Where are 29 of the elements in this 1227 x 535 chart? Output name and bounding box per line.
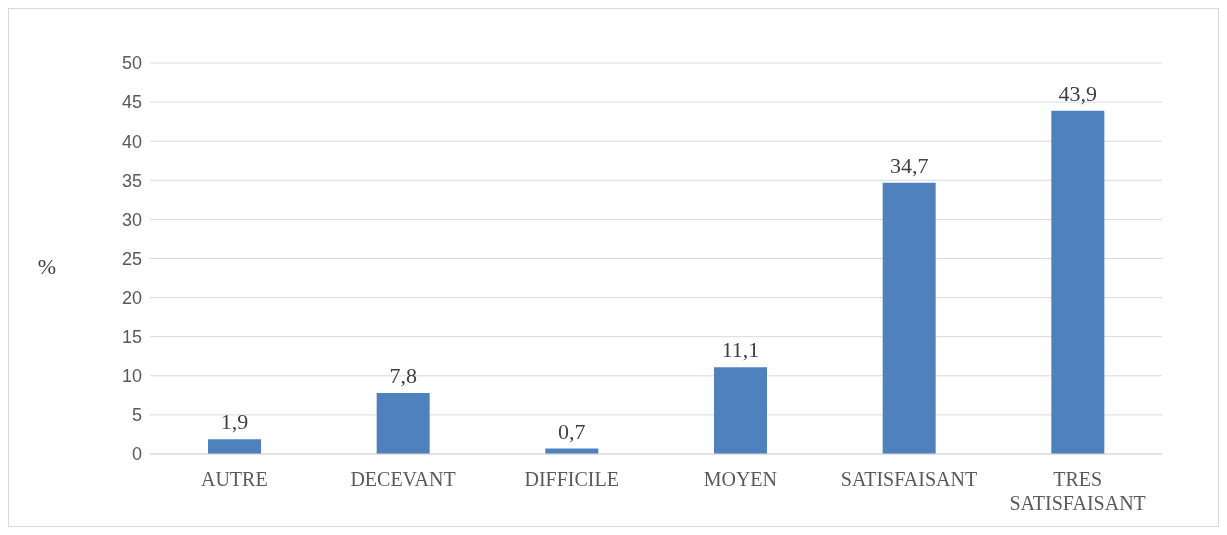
data-label: 1,9 bbox=[220, 409, 249, 435]
x-tick-label: SATISFAISANT bbox=[840, 468, 978, 490]
y-tick-label: 5 bbox=[131, 405, 142, 426]
y-axis-title: % bbox=[37, 254, 57, 279]
y-tick-label: 20 bbox=[121, 287, 142, 308]
y-tick-label: 25 bbox=[121, 248, 142, 269]
data-label: 0,7 bbox=[558, 418, 586, 444]
y-tick-label: 0 bbox=[131, 444, 142, 465]
x-tick-label: DECEVANT bbox=[350, 468, 456, 490]
data-label: 43,9 bbox=[1058, 80, 1098, 106]
y-tick-label: 15 bbox=[121, 327, 142, 348]
x-tick-label: DIFFICILE bbox=[524, 468, 619, 490]
bar bbox=[882, 182, 936, 454]
bar bbox=[376, 393, 430, 454]
y-tick-label: 35 bbox=[121, 170, 142, 191]
data-label: 34,7 bbox=[889, 152, 929, 178]
x-tick-label: MOYEN bbox=[703, 468, 778, 490]
y-tick-label: 45 bbox=[121, 92, 142, 113]
x-tick-label: AUTRE bbox=[201, 468, 268, 490]
bar bbox=[1051, 110, 1105, 454]
x-tick-label: TRES SATISFAISANT bbox=[1009, 468, 1146, 514]
bar bbox=[208, 439, 261, 454]
y-tick-label: 40 bbox=[121, 131, 142, 152]
y-tick-label: 30 bbox=[121, 209, 142, 230]
bar bbox=[714, 367, 767, 454]
y-tick-label: 10 bbox=[121, 366, 142, 387]
data-label: 7,8 bbox=[389, 363, 417, 388]
y-tick-label: 50 bbox=[121, 53, 142, 74]
data-label: 11,1 bbox=[721, 337, 760, 363]
